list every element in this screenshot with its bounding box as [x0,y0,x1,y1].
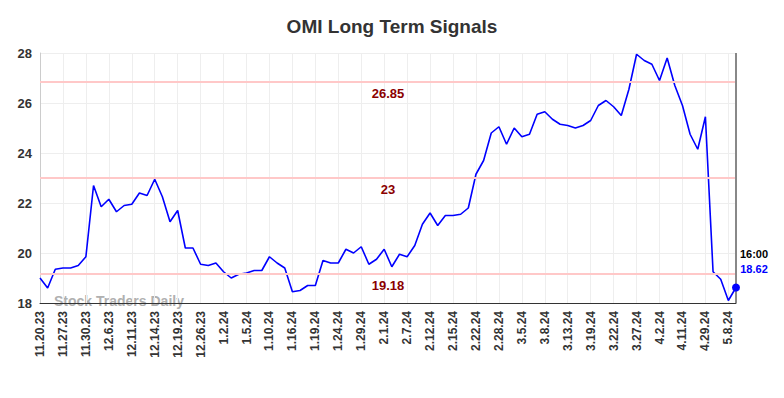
svg-text:1.2.24: 1.2.24 [217,311,231,345]
svg-text:4.29.24: 4.29.24 [698,311,712,351]
svg-text:5.8.24: 5.8.24 [721,311,735,345]
svg-text:2.1.24: 2.1.24 [377,311,391,345]
svg-text:1.24.24: 1.24.24 [331,311,345,351]
svg-text:23: 23 [381,182,395,197]
svg-text:26: 26 [18,96,32,111]
svg-text:4.2.24: 4.2.24 [653,311,667,345]
svg-text:18: 18 [18,296,32,311]
svg-text:1.16.24: 1.16.24 [285,311,299,351]
svg-text:12.6.23: 12.6.23 [102,311,116,351]
svg-text:3.27.24: 3.27.24 [630,311,644,351]
svg-text:3.22.24: 3.22.24 [607,311,621,351]
svg-text:12.26.23: 12.26.23 [194,311,208,358]
svg-text:16:00: 16:00 [740,248,768,260]
svg-text:12.14.23: 12.14.23 [148,311,162,358]
svg-text:2.22.24: 2.22.24 [469,311,483,351]
svg-text:3.5.24: 3.5.24 [515,311,529,345]
svg-text:4.11.24: 4.11.24 [675,311,689,351]
svg-text:20: 20 [18,246,32,261]
svg-text:28: 28 [18,46,32,61]
svg-text:3.19.24: 3.19.24 [584,311,598,351]
svg-text:Stock Traders Daily: Stock Traders Daily [54,293,184,309]
svg-text:19.18: 19.18 [372,278,405,293]
svg-text:18.62: 18.62 [740,263,768,275]
svg-text:11.30.23: 11.30.23 [79,311,93,357]
svg-text:12.11.23: 12.11.23 [125,311,139,357]
svg-text:24: 24 [18,146,33,161]
svg-text:12.19.23: 12.19.23 [171,311,185,358]
svg-text:2.7.24: 2.7.24 [400,311,414,345]
svg-text:22: 22 [18,196,32,211]
svg-text:3.8.24: 3.8.24 [538,311,552,345]
svg-text:2.28.24: 2.28.24 [492,311,506,351]
svg-text:1.19.24: 1.19.24 [308,311,322,351]
svg-text:11.27.23: 11.27.23 [56,311,70,357]
svg-text:OMI Long Term Signals: OMI Long Term Signals [287,16,498,37]
svg-text:1.5.24: 1.5.24 [240,311,254,345]
svg-text:2.12.24: 2.12.24 [423,311,437,351]
svg-text:26.85: 26.85 [372,86,405,101]
svg-text:3.13.24: 3.13.24 [561,311,575,351]
svg-text:11.20.23: 11.20.23 [33,311,47,357]
svg-text:2.15.24: 2.15.24 [446,311,460,351]
svg-text:1.10.24: 1.10.24 [262,311,276,351]
svg-text:1.29.24: 1.29.24 [354,311,368,351]
